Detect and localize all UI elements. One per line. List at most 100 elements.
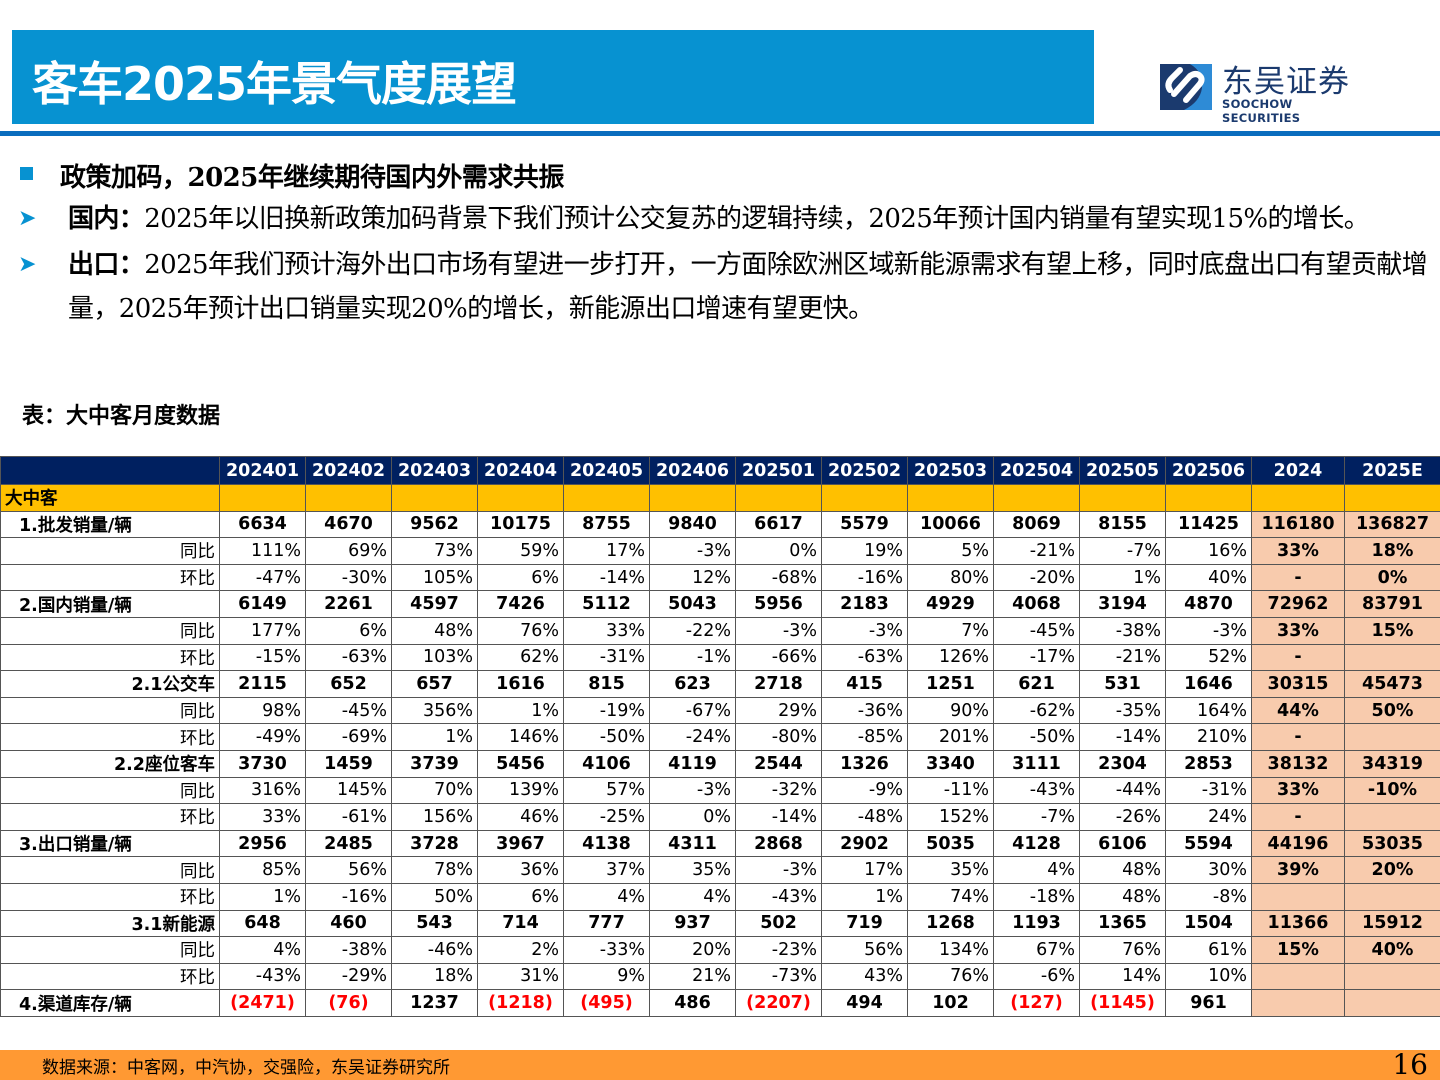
data-cell: 46% [477, 803, 564, 831]
data-cell: -14% [563, 563, 650, 592]
data-cell: 5956 [735, 590, 822, 618]
table-row: 同比 98% -45% 356% 1% -19% -67% 29% -36% 90% -62% -35… [0, 696, 1440, 725]
data-cell: 4311 [649, 829, 736, 858]
data-cell: -50% [993, 723, 1080, 751]
data-cell: 652 [305, 670, 392, 698]
annual-cell: 136827 [1344, 510, 1440, 539]
data-cell: -32% [735, 776, 822, 805]
data-cell: 1% [821, 882, 908, 911]
annual-cell: 45473 [1344, 670, 1440, 698]
bus-monthly-data-table: 202401 202402 202403 202404 202405 202406 2025… [0, 456, 1440, 1017]
data-cell: 1% [477, 696, 564, 725]
table-row: 同比 85% 56% 78% 36% 37% 35% -3% 17% 35% 4% 48% 30% 39%… [0, 856, 1440, 884]
bullet-list: 政策加码，2025年继续期待国内外需求共振 ➤ 国内：2025年以旧换新政策加码… [18, 155, 1428, 331]
annual-cell: 83791 [1344, 590, 1440, 618]
column-header: 202405 [563, 456, 650, 485]
column-header: 202406 [649, 456, 736, 485]
data-cell: 145% [305, 776, 392, 805]
data-cell: 2868 [735, 829, 822, 858]
data-cell: 201% [907, 723, 994, 751]
data-cell: 4068 [993, 590, 1080, 618]
data-cell: -36% [821, 696, 908, 725]
sub-bullet-export: ➤ 出口：2025年我们预计海外出口市场有望进一步打开，一方面除欧洲区域新能源需… [18, 243, 1428, 331]
table-row: 4.渠道库存/辆 (2471) (76) 1237 (1218) (495) 486 (220… [0, 989, 1440, 1017]
data-cell: 5% [907, 537, 994, 565]
data-cell: (495) [563, 989, 650, 1017]
row-label: 环比 [0, 643, 220, 672]
row-label: 同比 [0, 776, 220, 805]
data-cell: 7426 [477, 590, 564, 618]
column-header: 202404 [477, 456, 564, 485]
data-cell: -63% [305, 643, 392, 672]
data-cell: (1145) [1079, 989, 1166, 1017]
data-cell: -22% [649, 616, 736, 645]
data-cell: -61% [305, 803, 392, 831]
section-empty-cell [1165, 484, 1252, 512]
data-cell: -6% [993, 962, 1080, 991]
main-bullet-text: 政策加码，2025年继续期待国内外需求共振 [60, 163, 564, 193]
soochow-logo: 东吴证券 SOOCHOW SECURITIES [1160, 62, 1370, 125]
table-row: 同比 177% 6% 48% 76% 33% -22% -3% -3% 7% -45% -38% -3%… [0, 616, 1440, 645]
data-cell: 2956 [219, 829, 306, 858]
data-cell: -1% [649, 643, 736, 672]
data-cell: 12% [649, 563, 736, 592]
data-cell: -3% [649, 776, 736, 805]
table-row: 环比 -15% -63% 103% 62% -31% -1% -66% -63% 126% -17%… [0, 643, 1440, 672]
row-label: 同比 [0, 616, 220, 645]
data-cell: -68% [735, 563, 822, 592]
data-cell: 937 [649, 909, 736, 938]
annual-cell: - [1251, 563, 1345, 592]
column-header: 202402 [305, 456, 392, 485]
annual-cell: -10% [1344, 776, 1440, 805]
data-cell: 164% [1165, 696, 1252, 725]
row-label: 环比 [0, 962, 220, 991]
page-title: 客车2025年景气度展望 [32, 57, 517, 111]
header-label-cell [0, 456, 220, 485]
data-cell: (1218) [477, 989, 564, 1017]
data-cell: 2304 [1079, 749, 1166, 778]
data-cell: 48% [1079, 856, 1166, 884]
data-cell: 9562 [391, 510, 478, 539]
data-cell: 56% [821, 936, 908, 964]
data-cell: 8155 [1079, 510, 1166, 539]
section-label: 大中客 [0, 484, 220, 512]
data-cell: 177% [219, 616, 306, 645]
data-cell: -43% [219, 962, 306, 991]
data-cell: -7% [1079, 537, 1166, 565]
data-cell: 719 [821, 909, 908, 938]
row-label: 3.出口销量/辆 [0, 829, 220, 858]
data-cell: 16% [1165, 537, 1252, 565]
data-cell: 18% [391, 962, 478, 991]
data-cell: 6149 [219, 590, 306, 618]
data-cell: 62% [477, 643, 564, 672]
section-empty-cell [993, 484, 1080, 512]
data-cell: 21% [649, 962, 736, 991]
column-header: 2024 [1251, 456, 1345, 485]
data-cell: -48% [821, 803, 908, 831]
data-cell: 5579 [821, 510, 908, 539]
data-cell: -23% [735, 936, 822, 964]
data-cell: 4597 [391, 590, 478, 618]
data-cell: -29% [305, 962, 392, 991]
data-cell: 657 [391, 670, 478, 698]
data-cell: 5035 [907, 829, 994, 858]
data-cell: 486 [649, 989, 736, 1017]
section-empty-cell [821, 484, 908, 512]
data-cell: 3194 [1079, 590, 1166, 618]
data-cell: -21% [993, 537, 1080, 565]
row-label: 环比 [0, 882, 220, 911]
data-cell: -19% [563, 696, 650, 725]
annual-cell: 44196 [1251, 829, 1345, 858]
annual-cell: 0% [1344, 563, 1440, 592]
data-cell: 4% [219, 936, 306, 964]
data-cell: 56% [305, 856, 392, 884]
data-cell: 1365 [1079, 909, 1166, 938]
data-cell: 48% [391, 616, 478, 645]
data-cell: 146% [477, 723, 564, 751]
data-cell: 10% [1165, 962, 1252, 991]
arrow-bullet-icon: ➤ [18, 206, 36, 231]
annual-cell [1344, 803, 1440, 831]
row-label: 4.渠道库存/辆 [0, 989, 220, 1017]
data-cell: -14% [1079, 723, 1166, 751]
data-cell: 59% [477, 537, 564, 565]
